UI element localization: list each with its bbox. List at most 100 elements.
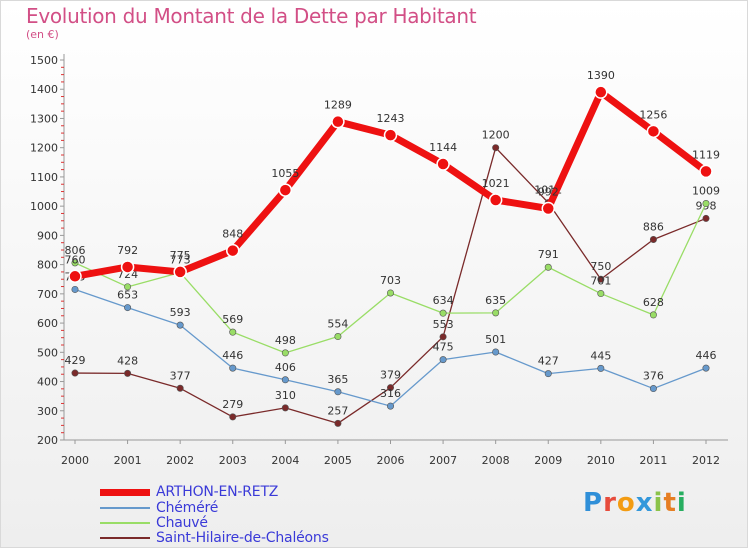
data-label: 1144 — [429, 141, 457, 154]
data-point — [176, 384, 184, 392]
data-label: 886 — [643, 220, 664, 233]
data-point — [71, 285, 79, 293]
logo-letter: r — [603, 488, 617, 518]
y-tick-label: 1100 — [30, 171, 58, 184]
data-label: 1009 — [692, 185, 720, 198]
data-label: 554 — [327, 318, 348, 331]
y-tick-label: 700 — [37, 288, 58, 301]
data-point — [281, 376, 289, 384]
data-point — [68, 269, 82, 284]
data-label: 1289 — [324, 99, 352, 112]
data-point — [71, 259, 79, 267]
data-point — [386, 402, 394, 410]
data-point — [334, 419, 342, 427]
data-point — [488, 193, 503, 207]
data-label: 653 — [117, 289, 138, 302]
data-label: 501 — [485, 333, 506, 346]
y-tick-label: 200 — [37, 434, 58, 447]
data-label: 445 — [590, 349, 611, 362]
data-point — [597, 364, 605, 372]
logo-letter: i — [653, 488, 664, 518]
legend-label-arthon: ARTHON-EN-RETZ — [156, 484, 279, 500]
data-point — [649, 235, 657, 243]
data-point — [702, 200, 710, 208]
data-point — [702, 214, 710, 222]
data-label: 791 — [538, 248, 559, 261]
data-point — [229, 328, 237, 336]
data-point — [124, 369, 132, 377]
data-point — [439, 356, 447, 364]
x-tick-label: 2003 — [219, 454, 247, 467]
data-point — [646, 124, 661, 139]
data-label: 429 — [65, 354, 86, 367]
x-tick-label: 2008 — [482, 454, 510, 467]
data-point — [492, 144, 500, 152]
legend-swatch-chemere — [100, 507, 150, 509]
data-label: 377 — [170, 369, 191, 382]
data-point — [597, 290, 605, 298]
logo-letter: i — [676, 488, 687, 518]
data-label: 593 — [170, 306, 191, 319]
data-label: 365 — [327, 373, 348, 386]
data-label: 1055 — [271, 167, 299, 180]
data-label: 760 — [65, 253, 86, 266]
data-label: 628 — [643, 296, 664, 309]
data-label: 848 — [222, 228, 243, 241]
data-label: 428 — [117, 354, 138, 367]
data-point — [649, 311, 657, 319]
x-tick-label: 2005 — [324, 454, 352, 467]
legend-label-saint-hilaire: Saint-Hilaire-de-Chaléons — [156, 530, 329, 546]
data-label: 775 — [170, 249, 191, 262]
data-point — [439, 333, 447, 341]
legend-swatch-chauve — [100, 522, 150, 524]
data-label: 379 — [380, 369, 401, 382]
data-point — [386, 384, 394, 392]
data-label: 376 — [643, 370, 664, 383]
data-point — [334, 388, 342, 396]
data-point — [699, 164, 713, 179]
y-tick-label: 1000 — [30, 200, 58, 213]
data-label: 1021 — [482, 177, 510, 190]
data-point — [124, 304, 132, 312]
y-tick-label: 900 — [37, 229, 58, 242]
data-point — [124, 283, 132, 291]
x-tick-label: 2010 — [587, 454, 615, 467]
data-label: 992 — [538, 185, 559, 198]
legend-label-chauve: Chauvé — [156, 515, 208, 531]
data-point — [492, 348, 500, 356]
data-label: 498 — [275, 334, 296, 347]
data-label: 316 — [380, 387, 401, 400]
data-label: 427 — [538, 355, 559, 368]
data-point — [71, 369, 79, 377]
data-point — [229, 413, 237, 421]
data-label: 773 — [170, 254, 191, 267]
data-point — [541, 201, 555, 216]
y-tick-label: 300 — [37, 405, 58, 418]
x-tick-label: 2009 — [534, 454, 562, 467]
data-label: 553 — [433, 318, 454, 331]
data-label: 406 — [275, 361, 296, 374]
data-label: 635 — [485, 294, 506, 307]
data-point — [544, 263, 552, 271]
data-label: 701 — [590, 275, 611, 288]
chart-subtitle: (en €) — [26, 28, 59, 41]
y-tick-label: 500 — [37, 346, 58, 359]
data-point — [173, 265, 187, 279]
data-point — [120, 260, 135, 274]
x-tick-label: 2002 — [166, 454, 194, 467]
data-label: 1119 — [692, 148, 720, 161]
data-point — [702, 364, 710, 372]
x-tick-label: 2006 — [377, 454, 405, 467]
legend-swatch-arthon — [100, 489, 150, 496]
y-tick-label: 1400 — [30, 83, 58, 96]
data-label: 279 — [222, 398, 243, 411]
data-point — [281, 404, 289, 412]
data-label: 634 — [433, 294, 454, 307]
data-point — [544, 370, 552, 378]
x-tick-label: 2000 — [61, 454, 89, 467]
data-label: 257 — [327, 404, 348, 417]
data-point — [334, 333, 342, 341]
data-point — [281, 349, 289, 357]
